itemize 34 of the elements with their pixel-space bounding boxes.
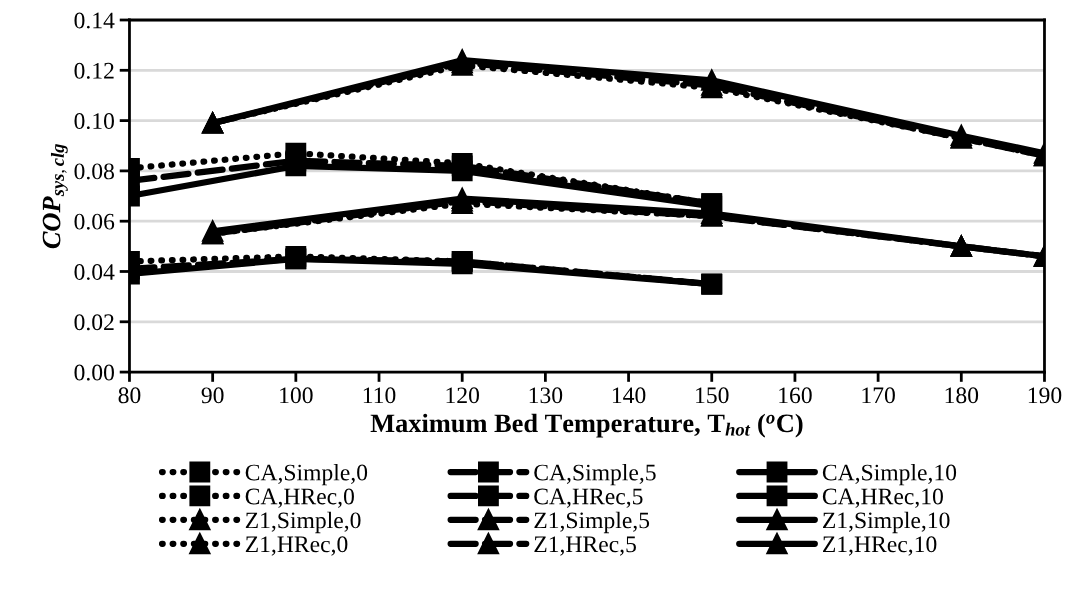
legend-label: Z1,Simple,10 <box>823 511 950 534</box>
legend-label: CA,Simple,5 <box>534 463 656 486</box>
x-tick-label: 140 <box>612 387 646 404</box>
x-tick-label: 80 <box>118 387 141 404</box>
y-tick-label: 0.06 <box>74 213 115 230</box>
y-axis-title: COP$_{sys,clg}$ <box>42 144 68 249</box>
x-tick-label: 180 <box>945 387 979 404</box>
legend-label: Z1,Simple,0 <box>245 511 361 534</box>
y-tick-label: 0.04 <box>74 263 115 281</box>
y-tick-label: 0.00 <box>74 364 114 381</box>
x-tick-label: 120 <box>446 387 480 404</box>
x-tick-label: 170 <box>862 387 895 404</box>
legend-label: Z1,HRec,0 <box>245 536 348 556</box>
legend-label: CA,HRec,10 <box>822 488 943 508</box>
x-tick-label: 150 <box>696 387 729 404</box>
legend-label: Z1,Simple,5 <box>534 511 650 534</box>
x-tick-label: 130 <box>529 387 563 404</box>
legend-label: CA,HRec,5 <box>534 488 643 508</box>
y-tick-label: 0.02 <box>74 314 114 331</box>
y-tick-label: 0.10 <box>74 113 114 130</box>
legend-label: CA,Simple,0 <box>245 463 368 486</box>
legend-label: CA,Simple,10 <box>822 463 957 486</box>
x-tick-label: 190 <box>1028 387 1062 404</box>
legend-label: Z1,HRec,10 <box>823 536 937 556</box>
y-tick-label: 0.08 <box>74 163 114 180</box>
x-tick-label: 90 <box>201 387 224 404</box>
x-tick-label: 110 <box>363 387 396 404</box>
y-tick-label: 0.12 <box>74 62 114 79</box>
x-axis-title: Maximum Bed Temperature, T$_{hot}$ ($^{o}$C) <box>370 413 803 438</box>
x-tick-label: 100 <box>280 387 313 404</box>
x-tick-label: 160 <box>779 387 812 404</box>
legend-label: CA,HRec,0 <box>245 488 354 508</box>
legend-label: Z1,HRec,5 <box>534 536 636 556</box>
y-tick-label: 0.14 <box>74 12 115 29</box>
